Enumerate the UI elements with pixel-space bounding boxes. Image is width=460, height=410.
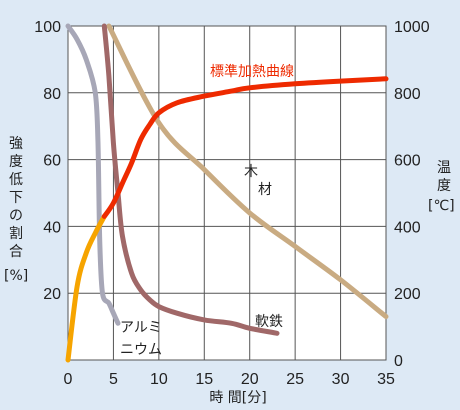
series-label-aluminium-2: ニウム [120, 342, 162, 358]
y-left-tick-label: 60 [43, 153, 61, 170]
series-label-aluminium-1: アルミ [120, 320, 162, 336]
y-left-label-char: 度 [9, 154, 23, 170]
y-right-tick-label: 1000 [394, 19, 430, 36]
y-right-tick-label: 800 [394, 86, 421, 103]
x-tick-label: 10 [150, 371, 168, 388]
y-left-tick-label: 80 [43, 86, 61, 103]
y-left-label-char: 強 [9, 136, 23, 152]
y-left-label-char: 合 [9, 244, 23, 260]
y-left-label-char: 割 [9, 225, 23, 242]
y-right-tick-label: 0 [394, 353, 403, 370]
y-right-tick-label: 400 [394, 219, 421, 236]
series-label-wood-1: 木 [244, 164, 258, 180]
y-left-label-char: 低 [9, 172, 23, 188]
series-mild-steel [101, 23, 280, 336]
y-left-label-char: [%] [4, 268, 28, 284]
x-tick-label: 15 [195, 371, 213, 388]
x-tick-label: 5 [109, 371, 118, 388]
series-standard-heating-curve-early [65, 213, 107, 363]
plot-frame [67, 25, 387, 361]
y-right-label-char: 度 [437, 178, 451, 194]
x-tick-label: 30 [332, 371, 350, 388]
series-wood [106, 23, 389, 320]
y-left-tick-label: 20 [43, 286, 61, 303]
y-left-tick-label: 100 [34, 19, 61, 36]
series-group [65, 23, 389, 363]
x-tick-label: 20 [241, 371, 259, 388]
y-left-label-char: の [9, 208, 23, 224]
x-tick-label: 0 [64, 371, 73, 388]
series-aluminium [65, 23, 121, 326]
y-left-label-char: 下 [9, 190, 23, 206]
y-right-tick-label: 600 [394, 153, 421, 170]
y-left-tick-label: 40 [43, 219, 61, 236]
series-label-mild-steel: 軟鉄 [255, 314, 283, 330]
x-tick-label: 35 [377, 371, 395, 388]
y-axis-label-right: 温度 [℃] [428, 160, 455, 214]
y-right-label-char: 温 [437, 160, 451, 176]
series-label-wood-2: 材 [258, 182, 272, 198]
x-tick-label: 25 [286, 371, 304, 388]
series-label-standard-heating: 標準加熱曲線 [210, 64, 294, 80]
series-standard-heating-curve [101, 76, 389, 219]
ticks-group: 0 5 10 15 20 25 30 35 100 80 60 40 20 1000 800 600 400 20… [34, 19, 429, 388]
y-right-tick-label: 200 [394, 286, 421, 303]
y-right-label-char: [℃] [428, 198, 455, 214]
x-axis-label: 時 間[分] [209, 390, 266, 406]
